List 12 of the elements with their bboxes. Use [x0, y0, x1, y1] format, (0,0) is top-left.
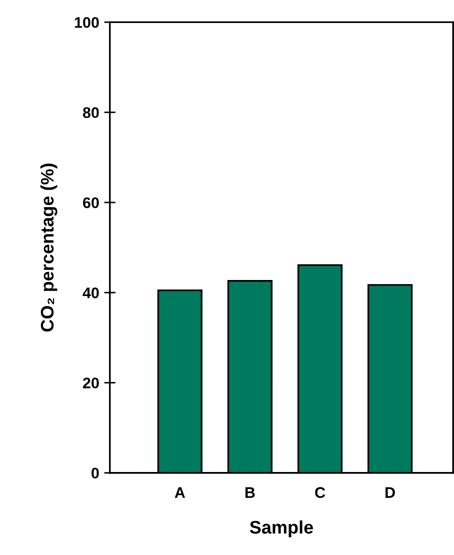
y-tick-label: 40: [82, 287, 99, 298]
x-tick-label: B: [245, 487, 255, 498]
y-tick-label: 80: [82, 107, 99, 118]
y-tick-label: 0: [92, 468, 99, 479]
y-tick-label: 20: [82, 378, 99, 388]
y-axis-title: CO₂ percentage (%): [40, 164, 58, 332]
y-tick-label: 60: [83, 197, 99, 208]
x-axis-title: Sample: [250, 520, 313, 538]
y-tick-label: 100: [74, 17, 99, 28]
x-tick-label: D: [386, 487, 395, 498]
x-tick-label: C: [315, 487, 326, 498]
x-tick-label: A: [174, 487, 186, 498]
